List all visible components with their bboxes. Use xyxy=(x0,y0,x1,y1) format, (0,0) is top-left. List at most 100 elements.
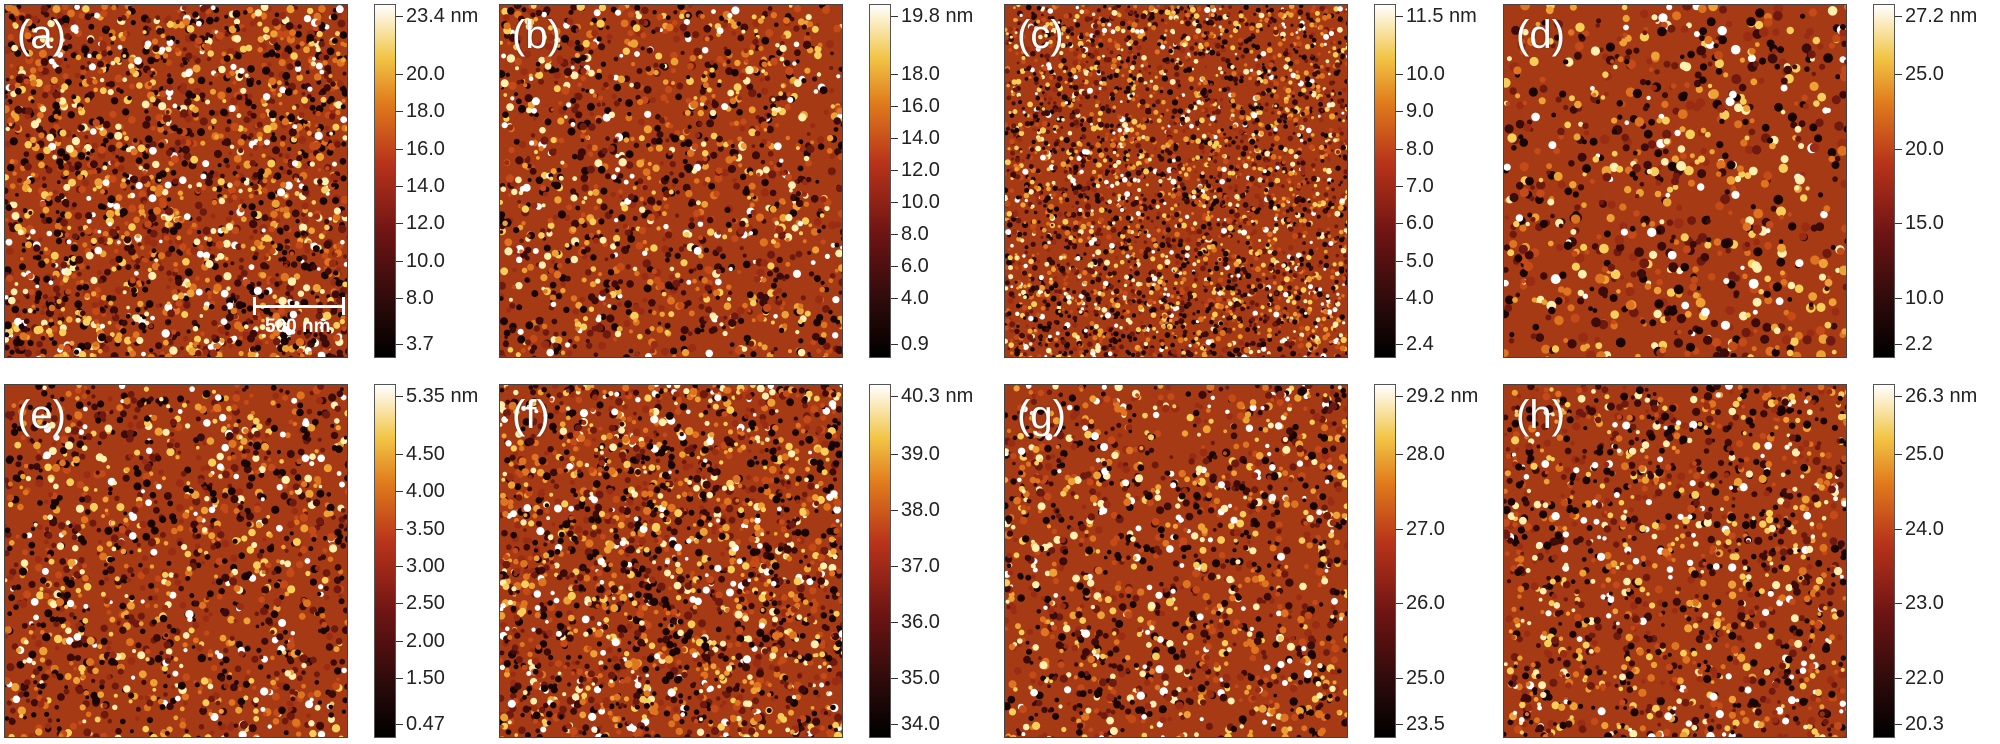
colorbar-max-label: 5.35 nm xyxy=(406,385,479,407)
colorbar-tick xyxy=(1396,529,1403,530)
colorbar-tick-label: 12.0 xyxy=(406,212,445,234)
colorbar-tick xyxy=(891,510,898,511)
colorbar-tick xyxy=(1396,16,1403,17)
colorbar-tick-label: 3.00 xyxy=(406,555,445,577)
colorbar-max-label: 26.3 nm xyxy=(1905,385,1978,407)
surface-texture xyxy=(1504,5,1846,357)
afm-image-h: (h) xyxy=(1503,384,1847,738)
colorbar-min-label: 2.2 xyxy=(1905,333,1933,355)
colorbar-tick-label: 7.0 xyxy=(1406,175,1434,197)
colorbar-tick xyxy=(891,138,898,139)
colorbar-tick xyxy=(1895,344,1902,345)
colorbar-tick xyxy=(396,603,403,604)
panel-label: (c) xyxy=(1017,13,1064,57)
colorbar-tick xyxy=(396,111,403,112)
surface-texture xyxy=(5,385,347,737)
colorbar-min-label: 0.9 xyxy=(901,333,929,355)
scale-bar: 500 nm xyxy=(253,297,345,337)
panel-label: (d) xyxy=(1516,13,1565,57)
colorbar-tick xyxy=(1895,149,1902,150)
colorbar-tick xyxy=(396,678,403,679)
colorbar-tick xyxy=(891,298,898,299)
colorbar-tick xyxy=(1895,724,1902,725)
colorbar-tick xyxy=(891,106,898,107)
colorbar-tick xyxy=(1895,678,1902,679)
colorbar-g xyxy=(1374,384,1396,738)
colorbar-f xyxy=(869,384,891,738)
colorbar-tick-label: 5.0 xyxy=(1406,250,1434,272)
colorbar-tick xyxy=(1895,16,1902,17)
colorbar-tick xyxy=(1396,74,1403,75)
surface-texture xyxy=(1005,385,1347,737)
colorbar-tick xyxy=(1895,603,1902,604)
colorbar-tick-label: 39.0 xyxy=(901,443,940,465)
colorbar-tick xyxy=(1396,396,1403,397)
colorbar-tick xyxy=(396,149,403,150)
colorbar-min-label: 2.4 xyxy=(1406,333,1434,355)
colorbar-tick-label: 35.0 xyxy=(901,667,940,689)
colorbar-max-label: 29.2 nm xyxy=(1406,385,1479,407)
colorbar-tick-label: 2.00 xyxy=(406,630,445,652)
colorbar-tick-label: 10.0 xyxy=(1406,63,1445,85)
colorbar-tick-label: 16.0 xyxy=(901,95,940,117)
colorbar-min-label: 3.7 xyxy=(406,333,434,355)
colorbar-tick-label: 16.0 xyxy=(406,138,445,160)
colorbar-tick xyxy=(891,16,898,17)
colorbar-tick-label: 22.0 xyxy=(1905,667,1944,689)
colorbar-tick xyxy=(1895,74,1902,75)
afm-image-e: (e) xyxy=(4,384,348,738)
colorbar-tick xyxy=(891,622,898,623)
colorbar-tick xyxy=(1396,298,1403,299)
afm-image-g: (g) xyxy=(1004,384,1348,738)
colorbar-tick xyxy=(1396,454,1403,455)
colorbar-tick-label: 6.0 xyxy=(1406,212,1434,234)
colorbar-tick xyxy=(396,186,403,187)
colorbar-tick-label: 27.0 xyxy=(1406,518,1445,540)
colorbar-tick-label: 4.00 xyxy=(406,480,445,502)
colorbar-tick-label: 9.0 xyxy=(1406,100,1434,122)
colorbar-tick-label: 3.50 xyxy=(406,518,445,540)
colorbar-tick xyxy=(891,202,898,203)
colorbar-tick xyxy=(396,641,403,642)
colorbar-tick-label: 12.0 xyxy=(901,159,940,181)
colorbar-tick xyxy=(396,454,403,455)
colorbar-tick xyxy=(891,566,898,567)
colorbar-tick-label: 14.0 xyxy=(406,175,445,197)
colorbar-tick xyxy=(1396,223,1403,224)
colorbar-tick xyxy=(1396,111,1403,112)
colorbar-tick xyxy=(891,678,898,679)
colorbar-tick xyxy=(891,74,898,75)
colorbar-tick-label: 10.0 xyxy=(1905,287,1944,309)
colorbar-tick-label: 25.0 xyxy=(1406,667,1445,689)
colorbar-tick xyxy=(1396,603,1403,604)
colorbar-tick xyxy=(396,529,403,530)
colorbar-tick xyxy=(891,344,898,345)
colorbar-tick-label: 26.0 xyxy=(1406,592,1445,614)
colorbar-min-label: 20.3 xyxy=(1905,713,1944,735)
colorbar-tick xyxy=(1396,678,1403,679)
colorbar-tick xyxy=(1396,724,1403,725)
colorbar-tick xyxy=(891,234,898,235)
colorbar-tick xyxy=(891,724,898,725)
colorbar-tick xyxy=(1895,298,1902,299)
colorbar-tick xyxy=(1396,186,1403,187)
colorbar-max-label: 19.8 nm xyxy=(901,5,974,27)
colorbar-tick xyxy=(1895,396,1902,397)
colorbar-tick-label: 18.0 xyxy=(901,63,940,85)
surface-texture xyxy=(1504,385,1846,737)
colorbar-tick xyxy=(396,724,403,725)
panel-label: (g) xyxy=(1017,393,1066,437)
afm-image-c: (c) xyxy=(1004,4,1348,358)
colorbar-tick xyxy=(396,344,403,345)
colorbar-tick-label: 18.0 xyxy=(406,100,445,122)
colorbar-tick-label: 25.0 xyxy=(1905,443,1944,465)
colorbar-d xyxy=(1873,4,1895,358)
colorbar-tick-label: 15.0 xyxy=(1905,212,1944,234)
colorbar-tick xyxy=(891,454,898,455)
afm-image-f: (f) xyxy=(499,384,843,738)
colorbar-tick-label: 23.0 xyxy=(1905,592,1944,614)
colorbar-tick-label: 4.0 xyxy=(1406,287,1434,309)
colorbar-min-label: 0.47 xyxy=(406,713,445,735)
colorbar-tick xyxy=(891,396,898,397)
surface-texture xyxy=(5,5,347,357)
